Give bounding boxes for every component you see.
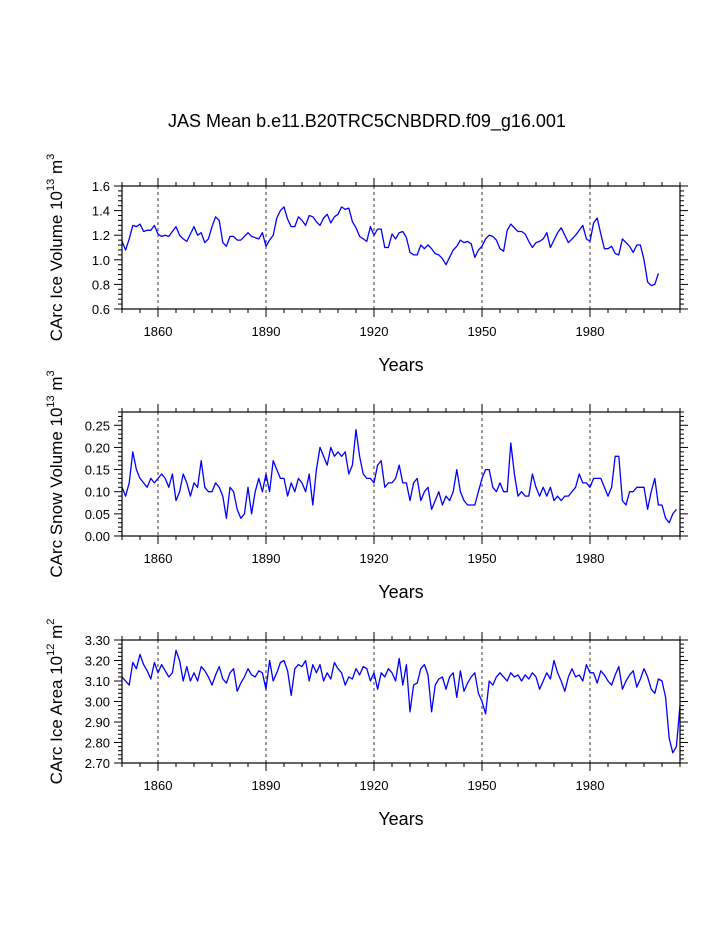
- x-tick-label: 1980: [576, 551, 605, 566]
- plot-frame: [121, 411, 681, 537]
- x-tick-label: 1860: [144, 551, 173, 566]
- y-axis-label-part: m: [47, 160, 66, 179]
- chart-title: JAS Mean b.e11.B20TRC5CNBDRD.f09_g16.001: [168, 111, 566, 132]
- y-axis-label: CArc Snow Volume 1013 m3: [45, 370, 66, 577]
- y-tick-label: 0.8: [92, 277, 110, 292]
- x-tick-label: 1950: [468, 324, 497, 339]
- x-tick-label: 1890: [252, 778, 281, 793]
- y-tick-label: 0.20: [85, 440, 110, 455]
- y-axis-label-part: 3: [45, 370, 57, 376]
- y-axis-label-part: 12: [45, 644, 57, 656]
- x-axis-label: Years: [378, 582, 423, 602]
- y-tick-label: 0.6: [92, 302, 110, 317]
- y-tick-label: 2.80: [85, 736, 110, 751]
- x-tick-label: 1950: [468, 551, 497, 566]
- y-tick-label: 2.70: [85, 756, 110, 771]
- series-line: [121, 206, 660, 287]
- y-tick-label: 3.20: [85, 654, 110, 669]
- panels-group: 1860 1890 1920 1950 1980 0.6 0.8 1.0 1.2 1.4 1.6 Ye…: [45, 154, 688, 829]
- x-tick-label: 1980: [576, 324, 605, 339]
- y-tick-label: 0.25: [85, 418, 110, 433]
- y-axis-label-part: 13: [45, 179, 57, 191]
- y-tick-label: 1.4: [92, 204, 110, 219]
- y-tick-label: 0.15: [85, 463, 110, 478]
- plot-frame: [121, 639, 681, 764]
- panel-snow-volume: 1860 1890 1920 1950 1980 0.00 0.05 0.10 0.15 0.20…: [45, 370, 688, 602]
- y-axis-label-part: 13: [45, 395, 57, 407]
- x-tick-label: 1950: [468, 778, 497, 793]
- x-tick-label: 1890: [252, 324, 281, 339]
- y-axis-label-part: m: [47, 376, 66, 395]
- y-axis-label-part: CArc Ice Volume 10: [47, 191, 66, 341]
- y-tick-label: 3.10: [85, 674, 110, 689]
- y-axis-label-part: CArc Snow Volume 10: [47, 408, 66, 578]
- y-tick-label: 0.05: [85, 507, 110, 522]
- x-tick-label: 1860: [144, 778, 173, 793]
- panel-ice-volume: 1860 1890 1920 1950 1980 0.6 0.8 1.0 1.2 1.4 1.6 Ye…: [45, 154, 688, 375]
- series-line: [121, 429, 677, 524]
- panel-ice-area: 1860 1890 1920 1950 1980 2.70 2.80 2.90 3.00 3.10…: [45, 619, 688, 829]
- y-tick-label: 3.00: [85, 695, 110, 710]
- x-axis-label: Years: [378, 355, 423, 375]
- y-tick-label: 1.6: [92, 179, 110, 194]
- y-tick-label: 3.30: [85, 633, 110, 648]
- y-axis-label-part: m: [47, 625, 66, 644]
- y-axis-label: CArc Ice Area 1012 m2: [45, 619, 66, 785]
- y-tick-label: 1.0: [92, 253, 110, 268]
- plot-frame: [121, 185, 681, 310]
- y-axis-label-part: 2: [45, 619, 57, 625]
- x-axis-label: Years: [378, 809, 423, 829]
- x-tick-label: 1890: [252, 551, 281, 566]
- y-axis-label-part: CArc Ice Area 10: [47, 656, 66, 785]
- x-tick-label: 1920: [360, 324, 389, 339]
- x-tick-label: 1980: [576, 778, 605, 793]
- series-line: [121, 649, 681, 754]
- y-axis-label-part: 3: [45, 154, 57, 160]
- y-axis-label: CArc Ice Volume 1013 m3: [45, 154, 66, 342]
- x-tick-label: 1920: [360, 551, 389, 566]
- y-tick-label: 1.2: [92, 228, 110, 243]
- x-tick-label: 1920: [360, 778, 389, 793]
- x-tick-label: 1860: [144, 324, 173, 339]
- y-tick-label: 0.10: [85, 485, 110, 500]
- y-tick-label: 2.90: [85, 715, 110, 730]
- y-tick-label: 0.00: [85, 529, 110, 544]
